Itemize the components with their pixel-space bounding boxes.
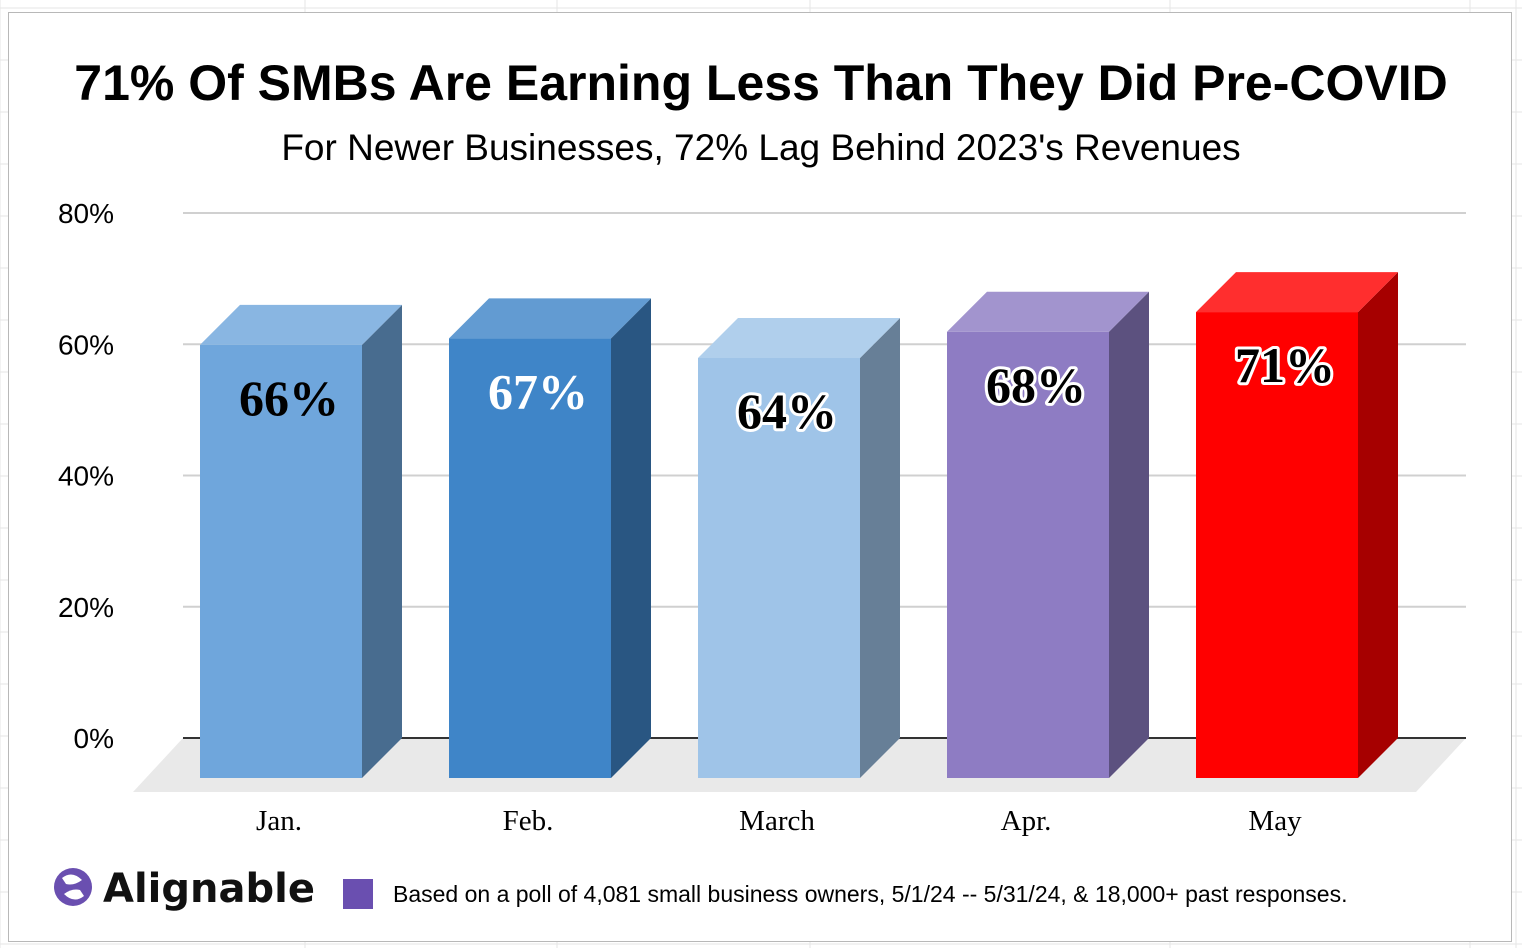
bars-group: 66% 67% 64% 68% 71% [200, 272, 1398, 778]
data-label: 68% [986, 357, 1086, 413]
legend-swatch [343, 879, 373, 909]
y-tick-label: 60% [58, 329, 114, 360]
logo-text: Alignable [103, 866, 315, 912]
bar-5: 71% [1196, 272, 1398, 778]
bar-front-face [200, 344, 362, 778]
bar-side-face [362, 304, 402, 778]
bar-1: 66% [200, 304, 402, 778]
bar-4: 68% [947, 291, 1149, 778]
bar-side-face [1358, 272, 1398, 778]
bar-3: 64% [698, 318, 900, 778]
bar-side-face [1109, 291, 1149, 778]
alignable-logo: Alignable [54, 866, 315, 912]
x-category-label: Jan. [256, 805, 302, 837]
bar-front-face [947, 331, 1109, 778]
x-category-label: March [739, 805, 815, 837]
x-category-label: Feb. [503, 805, 554, 837]
bar-front-face [449, 338, 611, 778]
chart-title: 71% Of SMBs Are Earning Less Than They D… [74, 55, 1447, 111]
footnote-text: Based on a poll of 4,081 small business … [393, 881, 1347, 907]
data-label: 67% [488, 363, 588, 419]
bar-top-face [1196, 272, 1398, 313]
bar-side-face [611, 298, 651, 778]
y-tick-label: 40% [58, 461, 114, 492]
bar-top-face [200, 304, 402, 345]
x-axis: Jan. Feb. March Apr. May [256, 805, 1302, 837]
data-label: 66% [239, 370, 339, 426]
bar-front-face [698, 358, 860, 778]
bar-top-face [449, 298, 651, 339]
bar-side-face [860, 318, 900, 778]
chart-subtitle: For Newer Businesses, 72% Lag Behind 202… [281, 127, 1240, 168]
data-label: 71% [1235, 337, 1335, 393]
y-tick-label: 20% [58, 592, 114, 623]
bar-top-face [947, 291, 1149, 332]
bar-top-face [698, 318, 900, 358]
bar-front-face [1196, 312, 1358, 778]
y-tick-label: 0% [74, 723, 114, 754]
y-tick-label: 80% [58, 198, 114, 229]
x-category-label: Apr. [1001, 805, 1052, 837]
x-category-label: May [1248, 805, 1302, 837]
bar-2: 67% [449, 298, 651, 778]
alignable-logo-icon [54, 868, 92, 906]
data-label: 64% [737, 383, 837, 439]
